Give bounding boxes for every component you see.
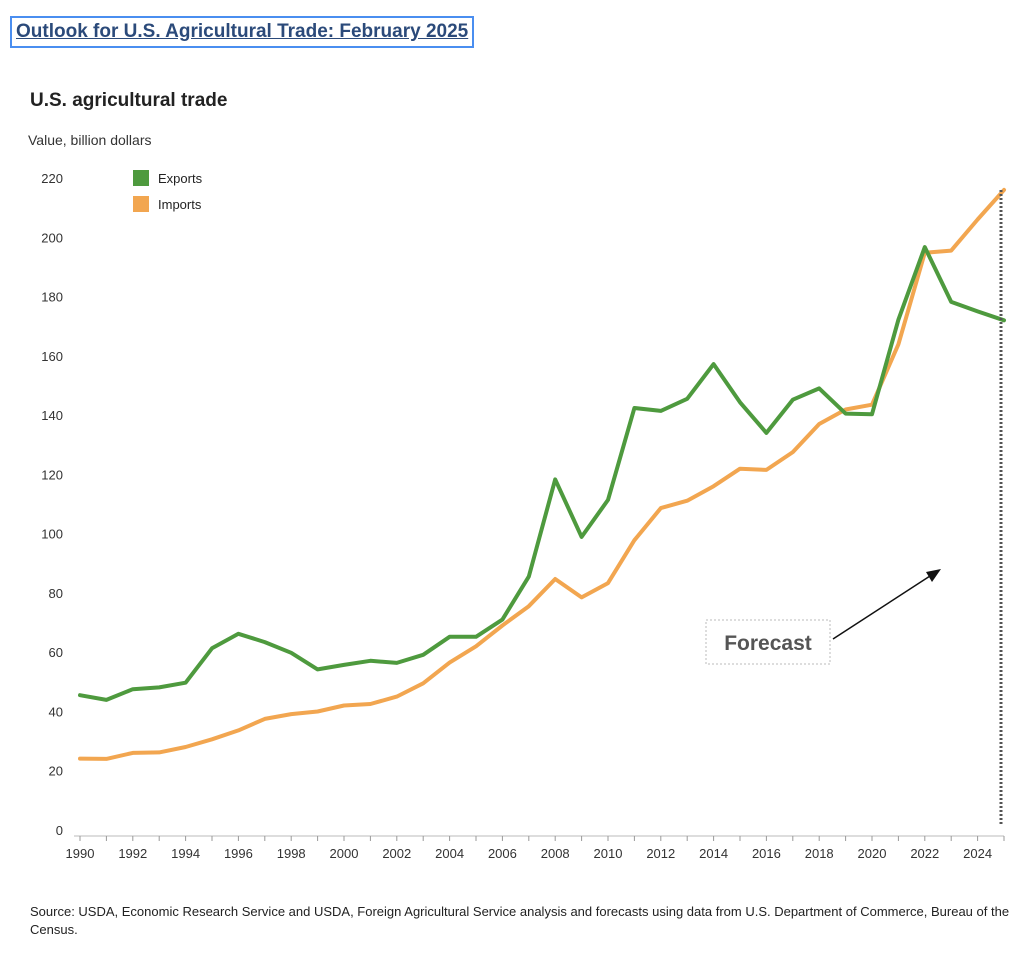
x-tick-label: 2016	[752, 846, 781, 861]
y-tick-label: 20	[49, 764, 63, 779]
x-tick-label: 2018	[805, 846, 834, 861]
report-title-link[interactable]: Outlook for U.S. Agricultural Trade: Feb…	[10, 16, 475, 48]
series-line-imports	[78, 187, 1006, 761]
x-tick-label: 2012	[646, 846, 675, 861]
forecast-annotation: Forecast	[705, 190, 1003, 826]
x-tick-label: 1998	[277, 846, 306, 861]
x-tick-label: 1992	[118, 846, 147, 861]
source-note: Source: USDA, Economic Research Service …	[30, 904, 1010, 937]
y-tick-label: 180	[41, 290, 63, 305]
x-tick-label: 2022	[910, 846, 939, 861]
chart-title: U.S. agricultural trade	[30, 90, 228, 111]
series-layer	[78, 187, 1006, 761]
x-tick-label: 2008	[541, 846, 570, 861]
y-tick-label: 200	[41, 230, 63, 245]
y-tick-label: 160	[41, 349, 63, 364]
y-tick-label: 120	[41, 467, 63, 482]
legend: Exports Imports	[133, 170, 203, 212]
x-tick-label: 2002	[382, 846, 411, 861]
x-tick-label: 1996	[224, 846, 253, 861]
x-tick-label: 2024	[963, 846, 992, 861]
y-tick-label: 140	[41, 408, 63, 423]
legend-label-exports: Exports	[158, 171, 203, 186]
x-axis: 1990 1992 1994 1996 1998 2000 2002 2004 2006 2008…	[66, 835, 1005, 861]
y-tick-label: 80	[49, 586, 63, 601]
y-axis: 0 20 40 60 80 100 120 140 160 180 200 220	[41, 171, 63, 838]
legend-label-imports: Imports	[158, 197, 202, 212]
x-tick-label: 2020	[858, 846, 887, 861]
forecast-label: Forecast	[724, 632, 812, 655]
y-tick-label: 100	[41, 527, 63, 542]
legend-swatch-imports	[133, 196, 149, 212]
x-tick-label: 2006	[488, 846, 517, 861]
forecast-arrow-head	[926, 569, 941, 582]
y-tick-label: 220	[41, 171, 63, 186]
x-tick-label: 2004	[435, 846, 464, 861]
y-tick-label: 60	[49, 645, 63, 660]
forecast-label-box	[705, 619, 831, 665]
x-tick-label: 2014	[699, 846, 728, 861]
x-tick-label: 2010	[594, 846, 623, 861]
y-axis-title: Value, billion dollars	[28, 132, 152, 148]
x-tick-label: 2000	[330, 846, 359, 861]
series-line-exports	[78, 245, 1006, 702]
y-tick-label: 0	[56, 823, 63, 838]
x-tick-label: 1990	[66, 846, 95, 861]
y-tick-label: 40	[49, 704, 63, 719]
forecast-arrow-shaft	[832, 575, 931, 640]
legend-swatch-exports	[133, 170, 149, 186]
x-tick-label: 1994	[171, 846, 200, 861]
